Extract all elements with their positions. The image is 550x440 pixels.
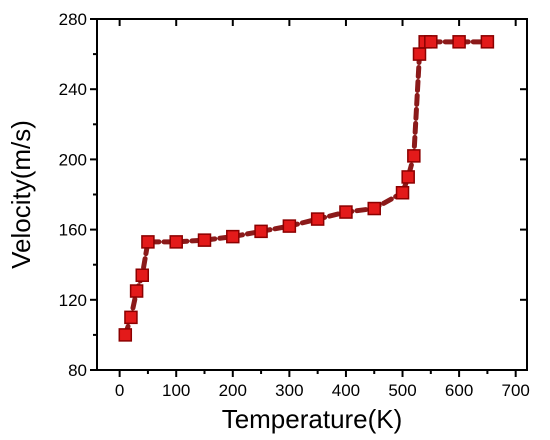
- data-point: [401, 170, 415, 184]
- x-tick-label: 600: [445, 381, 473, 400]
- plot-area: 0 100 200 300 400 500 600 700 80 120 160 200 240 280: [59, 10, 530, 400]
- data-point: [197, 233, 212, 247]
- plot-frame: [96, 18, 528, 371]
- data-point: [452, 35, 466, 49]
- data-point: [118, 328, 133, 342]
- y-tick-label: 280: [59, 10, 87, 29]
- data-point: [254, 224, 268, 239]
- data-point: [310, 212, 325, 226]
- y-tick-label: 160: [59, 221, 87, 240]
- data-point: [339, 205, 353, 219]
- data-point: [367, 201, 381, 216]
- x-tick-label: 400: [332, 381, 360, 400]
- data-point: [480, 35, 495, 49]
- y-tick-label: 240: [59, 80, 87, 99]
- x-tick-label: 200: [219, 381, 247, 400]
- x-tick-label: 0: [115, 381, 124, 400]
- x-tick-label: 100: [162, 381, 190, 400]
- x-axis-title: Temperature(K): [222, 404, 403, 434]
- data-point: [141, 235, 155, 249]
- data-point: [282, 219, 297, 233]
- data-point: [407, 149, 421, 163]
- series-line: [122, 39, 490, 338]
- data-point: [226, 229, 240, 244]
- data-point: [169, 235, 183, 249]
- y-axis-title: Velocity(m/s): [6, 120, 36, 269]
- y-tick-label: 200: [59, 150, 87, 169]
- x-tick-label: 500: [388, 381, 416, 400]
- x-tick-label: 300: [275, 381, 303, 400]
- data-point: [135, 268, 150, 282]
- x-tick-label: 700: [501, 381, 529, 400]
- data-point: [412, 47, 427, 61]
- data-point: [424, 35, 438, 49]
- data-point: [395, 185, 410, 200]
- data-point: [124, 310, 138, 325]
- y-tick-label: 80: [68, 361, 87, 380]
- y-tick-label: 120: [59, 291, 87, 310]
- data-point: [129, 284, 144, 298]
